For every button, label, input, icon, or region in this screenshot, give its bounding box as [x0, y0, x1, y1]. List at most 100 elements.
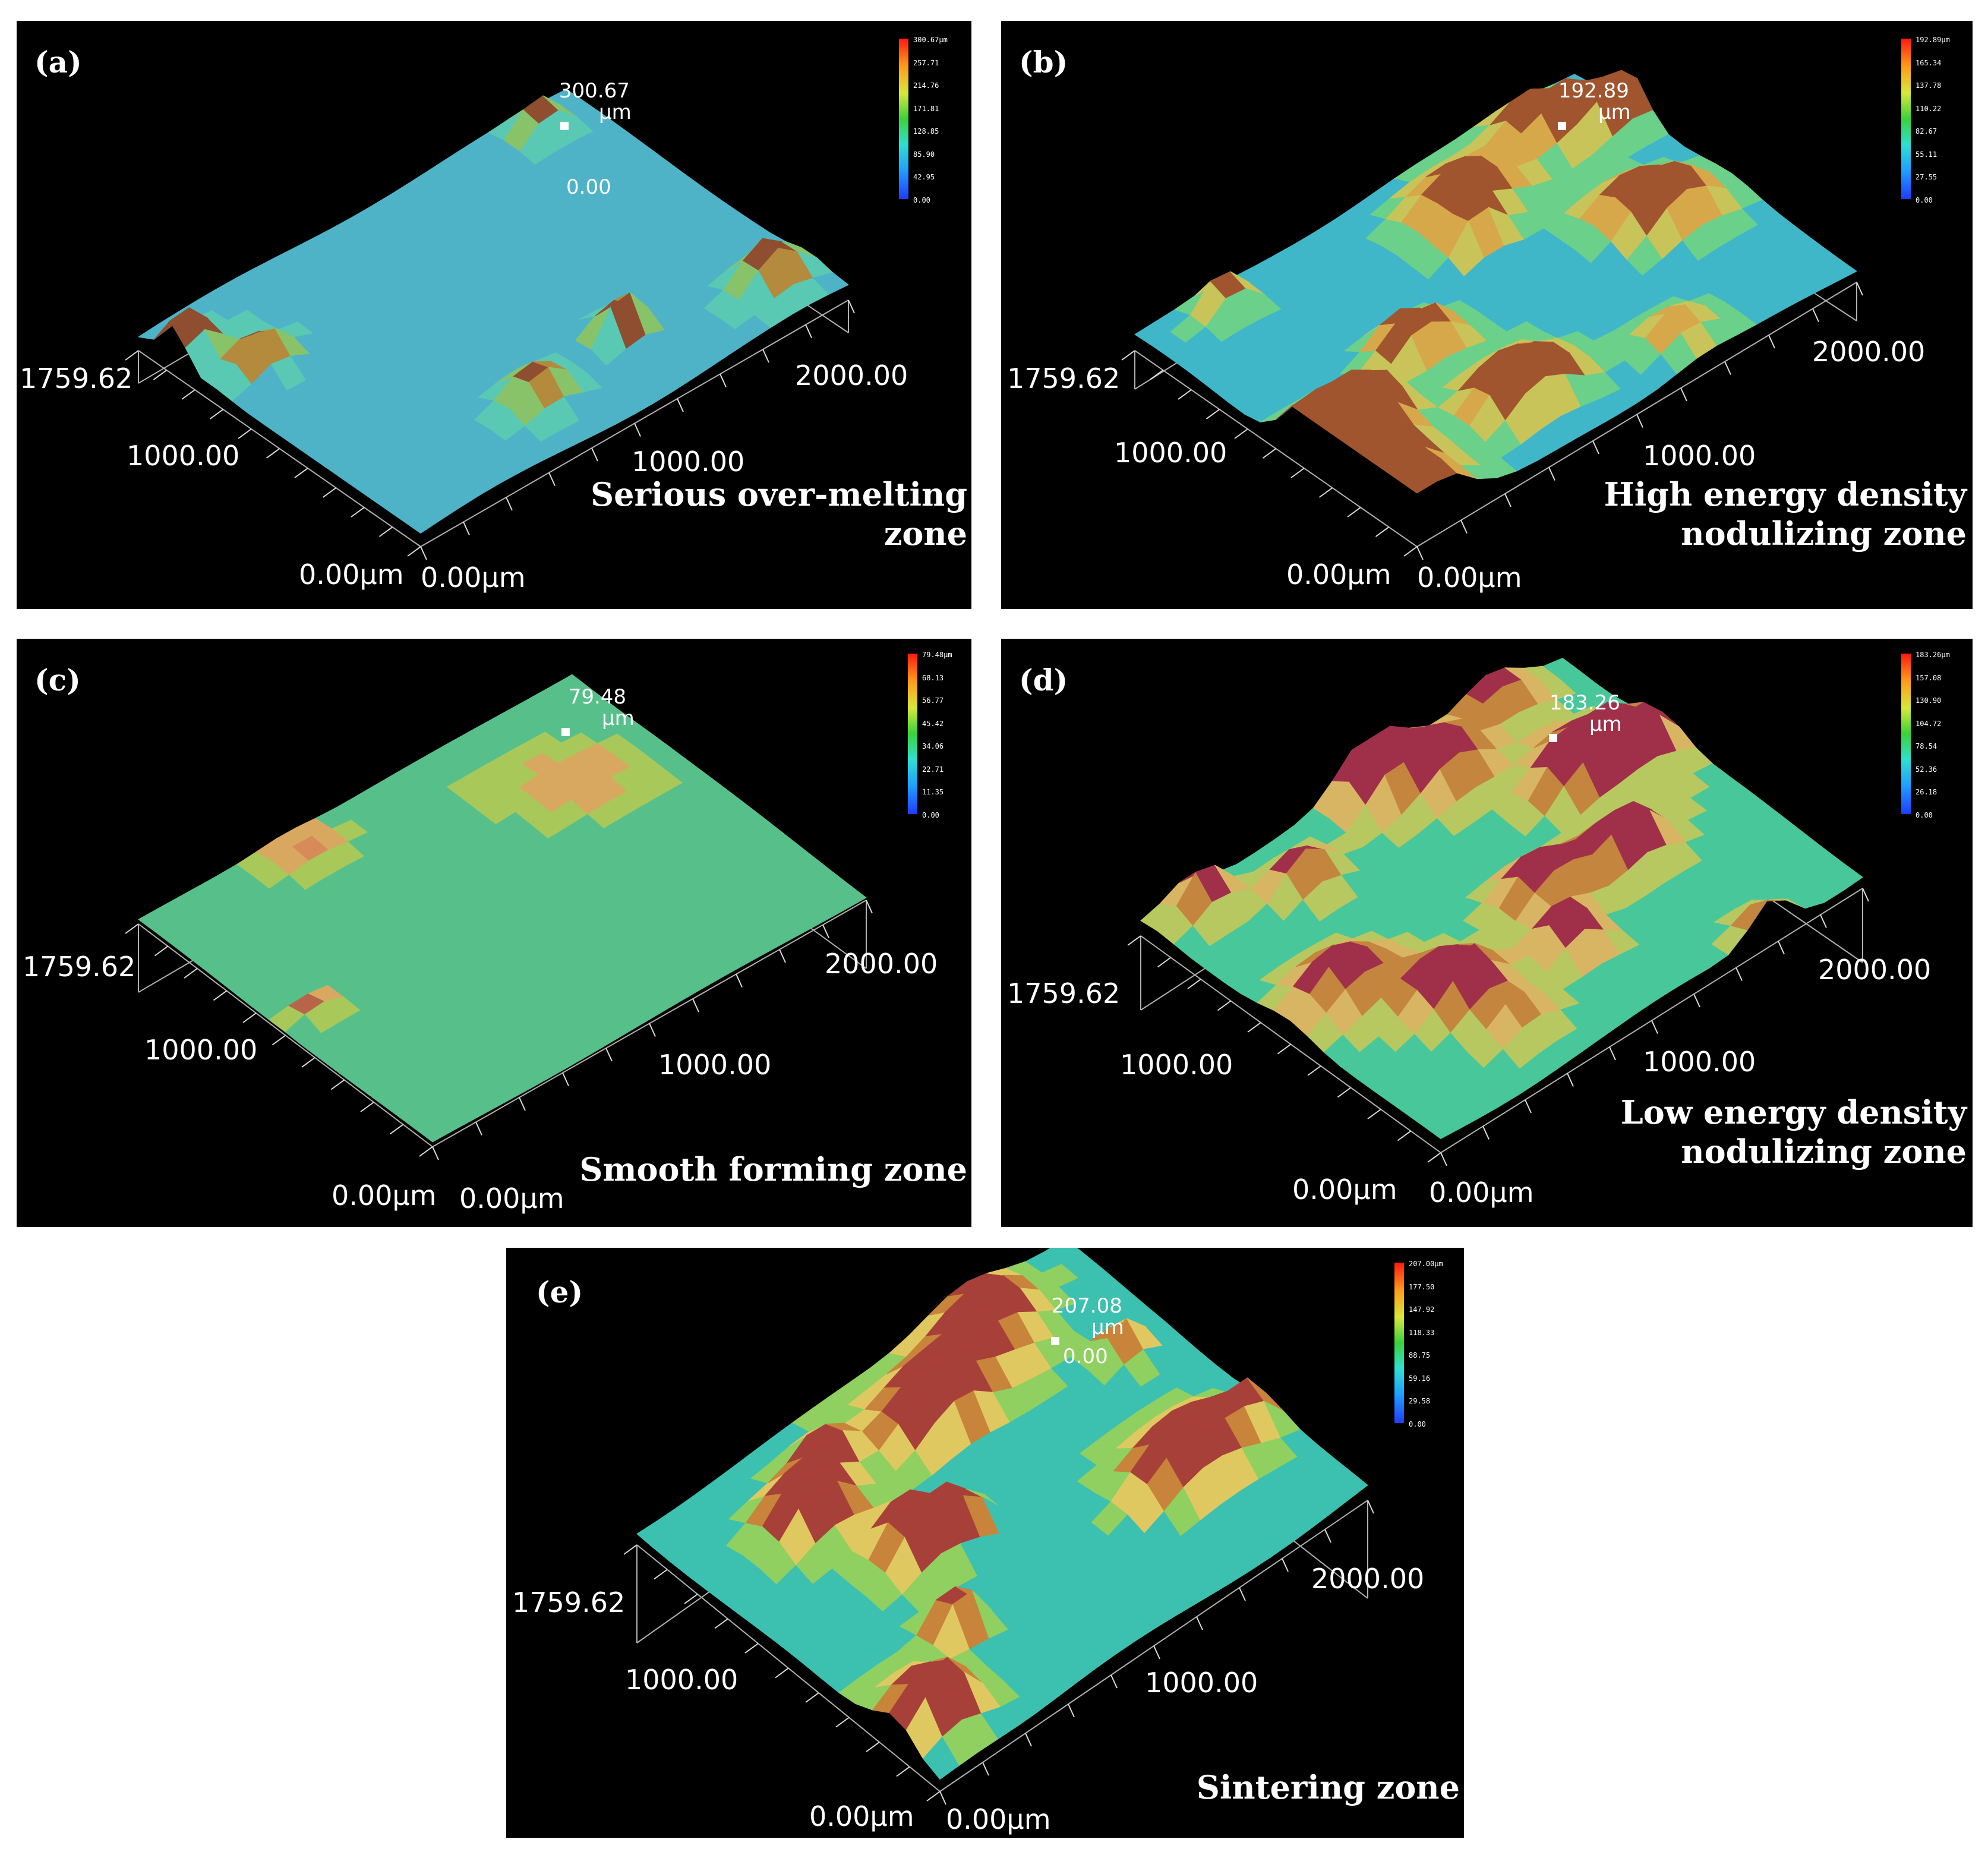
zone-caption: Smooth forming zone: [579, 1150, 967, 1189]
colorbar-tick-label: 257.71: [913, 58, 939, 67]
panel-c: (c) 79.48 µm 1759.62 1000.00 0.00µm 0.00µm 1000…: [17, 639, 971, 1227]
z-axis-marker: [560, 122, 569, 130]
zone-caption-line: zone: [883, 515, 967, 553]
colorbar-tick-label: 55.11: [1916, 150, 1937, 159]
y-origin-label: 0.00µm: [809, 1800, 914, 1832]
panel-label: (e): [536, 1275, 583, 1310]
x-origin-label: 0.00µm: [1417, 561, 1522, 594]
z-unit: µm: [1589, 712, 1622, 736]
panel-label: (b): [1019, 45, 1068, 80]
z-axis-marker: [561, 728, 570, 736]
y-origin-label: 0.00µm: [1286, 559, 1391, 591]
zone-caption-line: High energy density: [1604, 475, 1967, 513]
colorbar-tick-label: 165.34: [1916, 58, 1942, 67]
colorbar-tick-label: 52.36: [1916, 765, 1937, 774]
y-mid-label: 1000.00: [1114, 437, 1227, 469]
axis-ticks: [125, 900, 873, 1160]
zone-caption: Sintering zone: [1197, 1768, 1460, 1807]
z-max-value: 79.48: [568, 685, 627, 709]
surface-mesh: [137, 89, 849, 534]
colorbar-tick-label: 22.71: [922, 765, 944, 774]
panel-label: (c): [34, 663, 81, 698]
y-origin-label: 0.00µm: [332, 1179, 437, 1212]
colorbar-tick-label: 118.33: [1409, 1328, 1435, 1337]
x-origin-label: 0.00µm: [1429, 1176, 1534, 1209]
x-max-label: 2000.00: [825, 948, 938, 980]
colorbar-tick-label: 128.85: [913, 127, 939, 136]
zone-caption-line: nodulizing zone: [1681, 1133, 1967, 1171]
x-origin-label: 0.00µm: [421, 561, 526, 594]
y-mid-label: 1000.00: [127, 440, 240, 472]
x-mid-label: 1000.00: [1643, 1046, 1756, 1078]
surface-mesh: [1140, 658, 1863, 1140]
colorbar-tick-label: 177.50: [1409, 1282, 1435, 1291]
surface-mesh: [636, 1248, 1368, 1780]
colorbar-tick-label: 11.35: [922, 788, 944, 797]
colorbar-tick-label: 0.00: [1916, 196, 1933, 204]
y-mid-label: 1000.00: [625, 1664, 739, 1696]
colorbar-tick-label: 42.95: [913, 173, 935, 182]
surface-plot: [1121, 70, 1863, 560]
x-origin-label: 0.00µm: [459, 1182, 564, 1215]
colorbar-tick-label: 85.90: [913, 150, 935, 159]
panel-label: (d): [1019, 663, 1068, 698]
zone-caption-line: Smooth forming zone: [579, 1150, 967, 1188]
colorbar-tick-label: 0.00: [1409, 1420, 1426, 1428]
y-origin-label: 0.00µm: [1292, 1174, 1397, 1206]
x-max-label: 2000.00: [795, 359, 908, 392]
zone-caption-line: nodulizing zone: [1681, 515, 1967, 553]
panel-a: (a) 300.67 µm 0.00 1759.62 1000.00 0.00µm 0.00µ…: [17, 21, 971, 609]
colorbar-tick-label: 79.48µm: [922, 651, 952, 659]
z-max-label: 300.67 µm: [557, 80, 632, 123]
x-mid-label: 1000.00: [658, 1049, 772, 1081]
colorbar-tick-label: 26.18: [1916, 788, 1937, 797]
colorbar-tick-label: 27.55: [1916, 173, 1937, 182]
x-mid-label: 1000.00: [1145, 1667, 1258, 1699]
colorbar-tick-label: 192.89µm: [1916, 36, 1950, 44]
colorbar-tick-label: 45.42: [922, 719, 944, 728]
z-max-value: 183.26: [1549, 691, 1620, 715]
colorbar-tick-label: 300.67µm: [913, 36, 948, 44]
z-max-label: 79.48 µm: [560, 686, 635, 729]
z-zero-label: 0.00: [566, 175, 611, 199]
axis-ticks: [1121, 282, 1863, 560]
surface-plot: [1127, 658, 1869, 1166]
axis-ticks: [623, 1500, 1374, 1805]
z-axis-marker: [1051, 1337, 1059, 1345]
colorbar-tick-label: 88.75: [1409, 1351, 1431, 1360]
axis-ticks: [1127, 888, 1869, 1166]
axis-ticks: [125, 299, 855, 560]
x-origin-label: 0.00µm: [946, 1803, 1051, 1835]
surface-plot: [125, 674, 873, 1160]
z-zero-label: 0.00: [1063, 1345, 1108, 1368]
y-max-label: 1759.62: [20, 362, 133, 395]
colorbar-tick-label: 0.00: [1916, 811, 1933, 819]
colorbar: [1901, 39, 1911, 199]
surface-mesh: [1134, 70, 1857, 494]
panel-d: (d) 183.26 µm 1759.62 1000.00 0.00µm 0.00µm 100…: [1001, 639, 1973, 1227]
colorbar-tick-label: 56.77: [922, 696, 944, 705]
zone-caption: High energy density nodulizing zone: [1604, 475, 1967, 553]
z-axis-marker: [1558, 122, 1566, 130]
z-unit: µm: [602, 706, 635, 730]
colorbar-tick-label: 29.58: [1409, 1397, 1431, 1406]
colorbar-tick-label: 104.72: [1916, 719, 1942, 728]
zone-caption-line: Serious over-melting: [591, 475, 967, 513]
y-max-label: 1759.62: [1007, 977, 1121, 1010]
colorbar-tick-label: 59.16: [1409, 1374, 1431, 1383]
y-mid-label: 1000.00: [1120, 1049, 1233, 1081]
y-origin-label: 0.00µm: [299, 559, 404, 591]
colorbar-tick-label: 78.54: [1916, 742, 1937, 751]
y-max-label: 1759.62: [23, 951, 136, 983]
surface-plot: [125, 89, 855, 560]
z-unit: µm: [1598, 100, 1631, 124]
colorbar-tick-label: 147.92: [1409, 1305, 1435, 1314]
colorbar-tick-label: 183.26µm: [1916, 651, 1950, 659]
z-max-value: 192.89: [1558, 79, 1629, 103]
colorbar: [908, 654, 917, 814]
panel-label: (a): [34, 45, 82, 80]
panel-b: (b) 192.89 µm 1759.62 1000.00 0.00µm 0.00µm 100…: [1001, 21, 1973, 609]
colorbar-tick-label: 171.81: [913, 104, 939, 113]
y-max-label: 1759.62: [512, 1586, 626, 1619]
z-unit: µm: [599, 100, 632, 124]
